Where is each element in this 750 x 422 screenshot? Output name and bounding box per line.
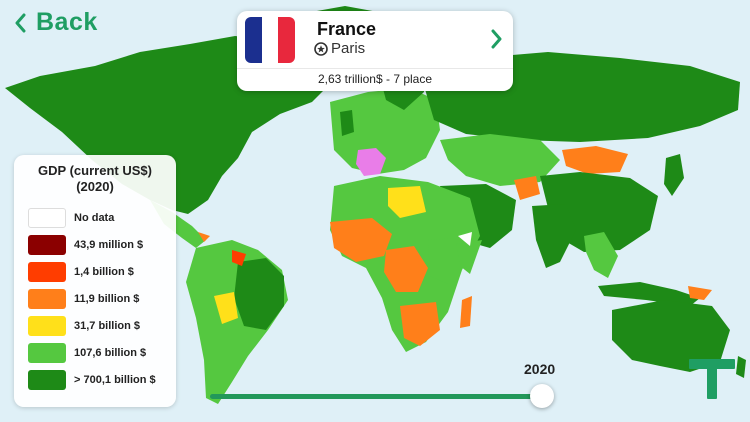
caribbean-region[interactable] bbox=[198, 232, 210, 242]
back-label: Back bbox=[36, 8, 98, 36]
legend-title-line2: (2020) bbox=[76, 179, 114, 194]
legend-title: GDP (current US$) (2020) bbox=[14, 163, 176, 195]
indonesia-region[interactable] bbox=[598, 282, 700, 306]
legend-label: 11,9 billion $ bbox=[74, 293, 140, 305]
madagascar-region[interactable] bbox=[460, 296, 472, 328]
india-region[interactable] bbox=[532, 204, 576, 268]
south-america-region[interactable] bbox=[186, 240, 288, 404]
legend-label: 107,6 billion $ bbox=[74, 347, 147, 359]
south-africa-region[interactable] bbox=[400, 302, 440, 346]
legend-label: > 700,1 billion $ bbox=[74, 374, 156, 386]
mongolia-region[interactable] bbox=[562, 146, 628, 174]
legend-swatch bbox=[28, 289, 66, 309]
bolivia-region[interactable] bbox=[214, 292, 238, 324]
gdp-rank-text: 2,63 trillion$ - 7 place bbox=[317, 72, 433, 86]
france-region[interactable] bbox=[356, 148, 386, 176]
legend-swatch bbox=[28, 370, 66, 390]
east-africa-region[interactable] bbox=[428, 238, 466, 284]
country-name: France bbox=[317, 19, 377, 39]
central-asia-region[interactable] bbox=[440, 134, 560, 186]
capital-name: Paris bbox=[331, 40, 366, 57]
legend-item: 107,6 billion $ bbox=[28, 343, 146, 363]
france-flag bbox=[245, 17, 295, 63]
legend-swatch bbox=[28, 235, 66, 255]
europe-region[interactable] bbox=[330, 88, 440, 174]
card-divider bbox=[237, 68, 513, 69]
flag-stripe bbox=[278, 17, 295, 63]
legend-title-line1: GDP (current US$) bbox=[38, 163, 152, 178]
afghanistan-region[interactable] bbox=[514, 176, 540, 200]
capital-row: Paris bbox=[314, 40, 365, 57]
flag-stripe bbox=[261, 17, 279, 63]
chevron-left-icon bbox=[15, 13, 26, 32]
flag-stripe bbox=[245, 17, 262, 63]
guyana-region[interactable] bbox=[232, 250, 246, 266]
japan-region[interactable] bbox=[664, 154, 684, 196]
legend-swatch bbox=[28, 208, 66, 228]
capital-star-icon bbox=[314, 41, 328, 56]
sudan-region[interactable] bbox=[458, 232, 472, 246]
legend-swatch bbox=[28, 262, 66, 282]
year-label: 2020 bbox=[524, 361, 556, 377]
legend-item: 43,9 million $ bbox=[28, 235, 143, 255]
year-slider-track[interactable] bbox=[210, 394, 542, 399]
brazil-region[interactable] bbox=[234, 258, 284, 330]
new-zealand-region[interactable] bbox=[736, 356, 746, 378]
legend-label: 43,9 million $ bbox=[74, 239, 144, 251]
legend-label: 31,7 billion $ bbox=[74, 320, 141, 332]
back-button[interactable]: Back bbox=[14, 8, 98, 37]
australia-region[interactable] bbox=[612, 300, 730, 372]
gdp-legend: GDP (current US$) (2020) No data 43,9 mi… bbox=[14, 155, 176, 407]
chevron-right-icon[interactable] bbox=[491, 29, 503, 49]
legend-item: 1,4 billion $ bbox=[28, 262, 134, 282]
legend-label: No data bbox=[74, 212, 115, 224]
year-slider-thumb[interactable] bbox=[530, 384, 554, 408]
legend-item: 11,9 billion $ bbox=[28, 289, 139, 309]
central-africa-region[interactable] bbox=[384, 246, 428, 292]
legend-swatch bbox=[28, 316, 66, 336]
legend-item: 31,7 billion $ bbox=[28, 316, 140, 336]
indochina-region[interactable] bbox=[584, 232, 618, 278]
png-region[interactable] bbox=[688, 286, 712, 300]
north-africa-region[interactable] bbox=[388, 186, 426, 218]
legend-item: > 700,1 billion $ bbox=[28, 370, 156, 390]
uk-region[interactable] bbox=[340, 110, 354, 136]
somalia-region[interactable] bbox=[456, 240, 482, 274]
country-info-card: France Paris 2,63 trillion$ - 7 place bbox=[237, 11, 513, 91]
legend-item: No data bbox=[28, 208, 114, 228]
text-tool-icon[interactable] bbox=[686, 352, 738, 404]
legend-swatch bbox=[28, 343, 66, 363]
legend-label: 1,4 billion $ bbox=[74, 266, 134, 278]
west-africa-region[interactable] bbox=[330, 218, 392, 262]
